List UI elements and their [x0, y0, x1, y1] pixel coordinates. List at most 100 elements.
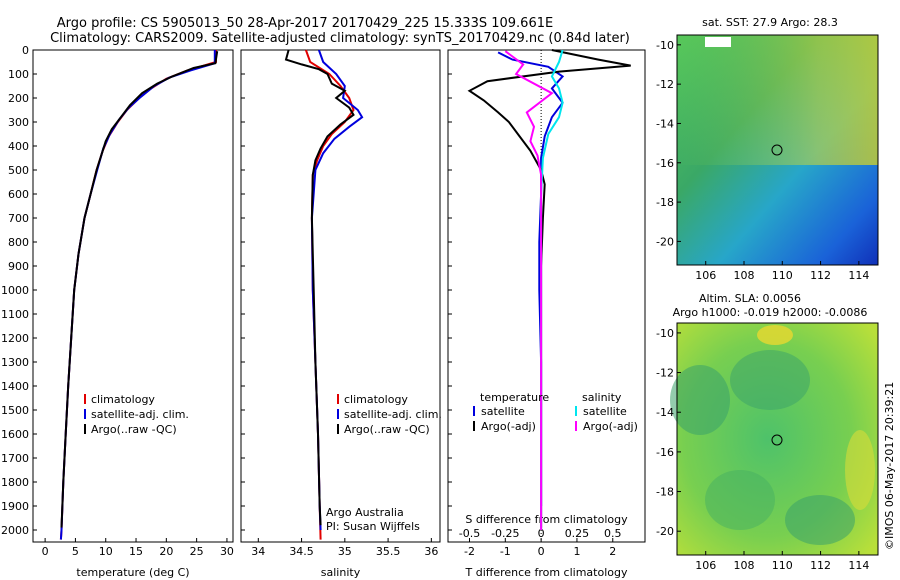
sst-map-frame — [676, 34, 879, 266]
map-y-tick-label: -12 — [656, 367, 674, 380]
x-tick-label: 35 — [338, 545, 352, 558]
x-axis-label: temperature (deg C) — [76, 566, 189, 579]
map-y-tick-label: -20 — [656, 235, 674, 248]
y-tick-label: 900 — [8, 260, 29, 273]
x-top-tick-label: 0.25 — [565, 527, 590, 540]
map-y-tick-label: -14 — [656, 117, 674, 130]
legend-label: climatology — [91, 393, 155, 406]
y-tick-label: 1500 — [1, 404, 29, 417]
legend-label: climatology — [344, 393, 408, 406]
series-argo-adj- — [504, 50, 554, 530]
x-tick-label: 0 — [538, 545, 545, 558]
y-tick-label: 1100 — [1, 308, 29, 321]
y-tick-label: 1200 — [1, 332, 29, 345]
y-tick-label: 0 — [22, 44, 29, 57]
y-tick-label: 200 — [8, 92, 29, 105]
sst-argo-location-marker — [771, 144, 783, 156]
map-x-tick-label: 110 — [772, 559, 793, 572]
map-x-tick-label: 108 — [734, 269, 755, 282]
map-y-tick-label: -12 — [656, 78, 674, 91]
map-x-tick-label: 106 — [695, 559, 716, 572]
x-top-tick-label: 0.5 — [604, 527, 622, 540]
y-tick-label: 2000 — [1, 524, 29, 537]
sla-map-title-line2: Argo h1000: -0.019 h2000: -0.0086 — [673, 306, 868, 319]
x-tick-label: 20 — [159, 545, 173, 558]
sla-map-title-line1: Altim. SLA: 0.0056 — [699, 292, 801, 305]
sla-map-high-2 — [845, 430, 875, 510]
x-axis-label: salinity — [321, 566, 361, 579]
legend-group-salinity: salinity — [582, 391, 622, 404]
map-x-tick-label: 110 — [772, 269, 793, 282]
sst-map — [676, 34, 879, 266]
x-top-tick-label: -0.5 — [459, 527, 480, 540]
annotation-line1: Argo Australia — [326, 506, 404, 519]
map-y-tick-label: -10 — [656, 39, 674, 52]
map-y-tick-label: -14 — [656, 406, 674, 419]
legend-label: Argo(..raw -QC) — [344, 423, 430, 436]
legend-label: Argo(..raw -QC) — [91, 423, 177, 436]
y-tick-label: 1600 — [1, 428, 29, 441]
y-tick-label: 700 — [8, 212, 29, 225]
sla-map — [670, 322, 879, 556]
legend-label: satellite-adj. clim. — [344, 408, 442, 421]
legend-label: satellite — [481, 405, 525, 418]
y-tick-label: 1400 — [1, 380, 29, 393]
map-y-tick-label: -16 — [656, 157, 674, 170]
x-tick-label: 34.5 — [289, 545, 314, 558]
map-x-tick-label: 112 — [810, 559, 831, 572]
y-tick-label: 100 — [8, 68, 29, 81]
sla-map-blob-1 — [670, 365, 730, 435]
sla-map-high-1 — [757, 325, 793, 345]
legend-label: Argo(-adj) — [583, 420, 638, 433]
sla-map-frame — [676, 322, 879, 556]
map-y-tick-label: -18 — [656, 196, 674, 209]
x-tick-label: 10 — [99, 545, 113, 558]
x-top-tick-label: 0 — [538, 527, 545, 540]
y-tick-label: 1000 — [1, 284, 29, 297]
sla-argo-location-marker — [771, 434, 783, 446]
y-tick-label: 1700 — [1, 452, 29, 465]
x-top-tick-label: -0.25 — [491, 527, 519, 540]
x-tick-label: 30 — [220, 545, 234, 558]
series-climatology — [59, 50, 217, 540]
sst-map-title: sat. SST: 27.9 Argo: 28.3 — [702, 16, 838, 29]
y-tick-label: 800 — [8, 236, 29, 249]
salinity-panel: 34 34.5 35 35.5 36 salinity climatology satelli… — [240, 49, 442, 579]
temperature-panel: 0 100 200 300 400 500 600 700 800 900 1000 1100 1200… — [1, 44, 234, 579]
x-tick-label: 34 — [251, 545, 265, 558]
y-tick-label: 1300 — [1, 356, 29, 369]
annotation-line2: PI: Susan Wijffels — [326, 520, 420, 533]
figure-title-line2: Climatology: CARS2009. Satellite-adjuste… — [50, 31, 630, 46]
difference-panel: -2 -1 0 1 2 T difference from climatology -0.5… — [447, 49, 646, 579]
imos-stamp: ©IMOS 06-May-2017 20:39:21 — [883, 382, 896, 550]
x-tick-label: 15 — [129, 545, 143, 558]
y-tick-label: 300 — [8, 116, 29, 129]
y-tick-label: 600 — [8, 188, 29, 201]
x-tick-label: 36 — [424, 545, 438, 558]
x-tick-label: -2 — [464, 545, 475, 558]
panel-diff-frame — [447, 49, 646, 543]
x-tick-label: 1 — [573, 545, 580, 558]
sst-map-warm-band — [677, 35, 878, 165]
series-argo-raw-qc- — [284, 49, 355, 526]
x-top-axis-label: S difference from climatology — [465, 513, 628, 526]
figure-title-line1: Argo profile: CS 5905013_50 28-Apr-2017 … — [57, 16, 553, 31]
map-x-tick-label: 114 — [848, 269, 869, 282]
x-tick-label: -1 — [500, 545, 511, 558]
sla-map-axes: 106 108 110 112 114 -10 -12 -14 -16 -18 -20 — [656, 327, 869, 572]
map-x-tick-label: 106 — [695, 269, 716, 282]
legend-label: satellite-adj. clim. — [91, 408, 189, 421]
y-tick-label: 400 — [8, 140, 29, 153]
x-tick-label: 25 — [190, 545, 204, 558]
map-x-tick-label: 112 — [810, 269, 831, 282]
map-x-tick-label: 114 — [848, 559, 869, 572]
map-y-tick-label: -10 — [656, 327, 674, 340]
x-tick-label: 5 — [72, 545, 79, 558]
series-satellite-adj-clim- — [59, 50, 216, 540]
legend-label: satellite — [583, 405, 627, 418]
y-tick-label: 1800 — [1, 476, 29, 489]
y-tick-label: 500 — [8, 164, 29, 177]
map-x-tick-label: 108 — [734, 559, 755, 572]
sla-map-blob-4 — [705, 470, 775, 530]
